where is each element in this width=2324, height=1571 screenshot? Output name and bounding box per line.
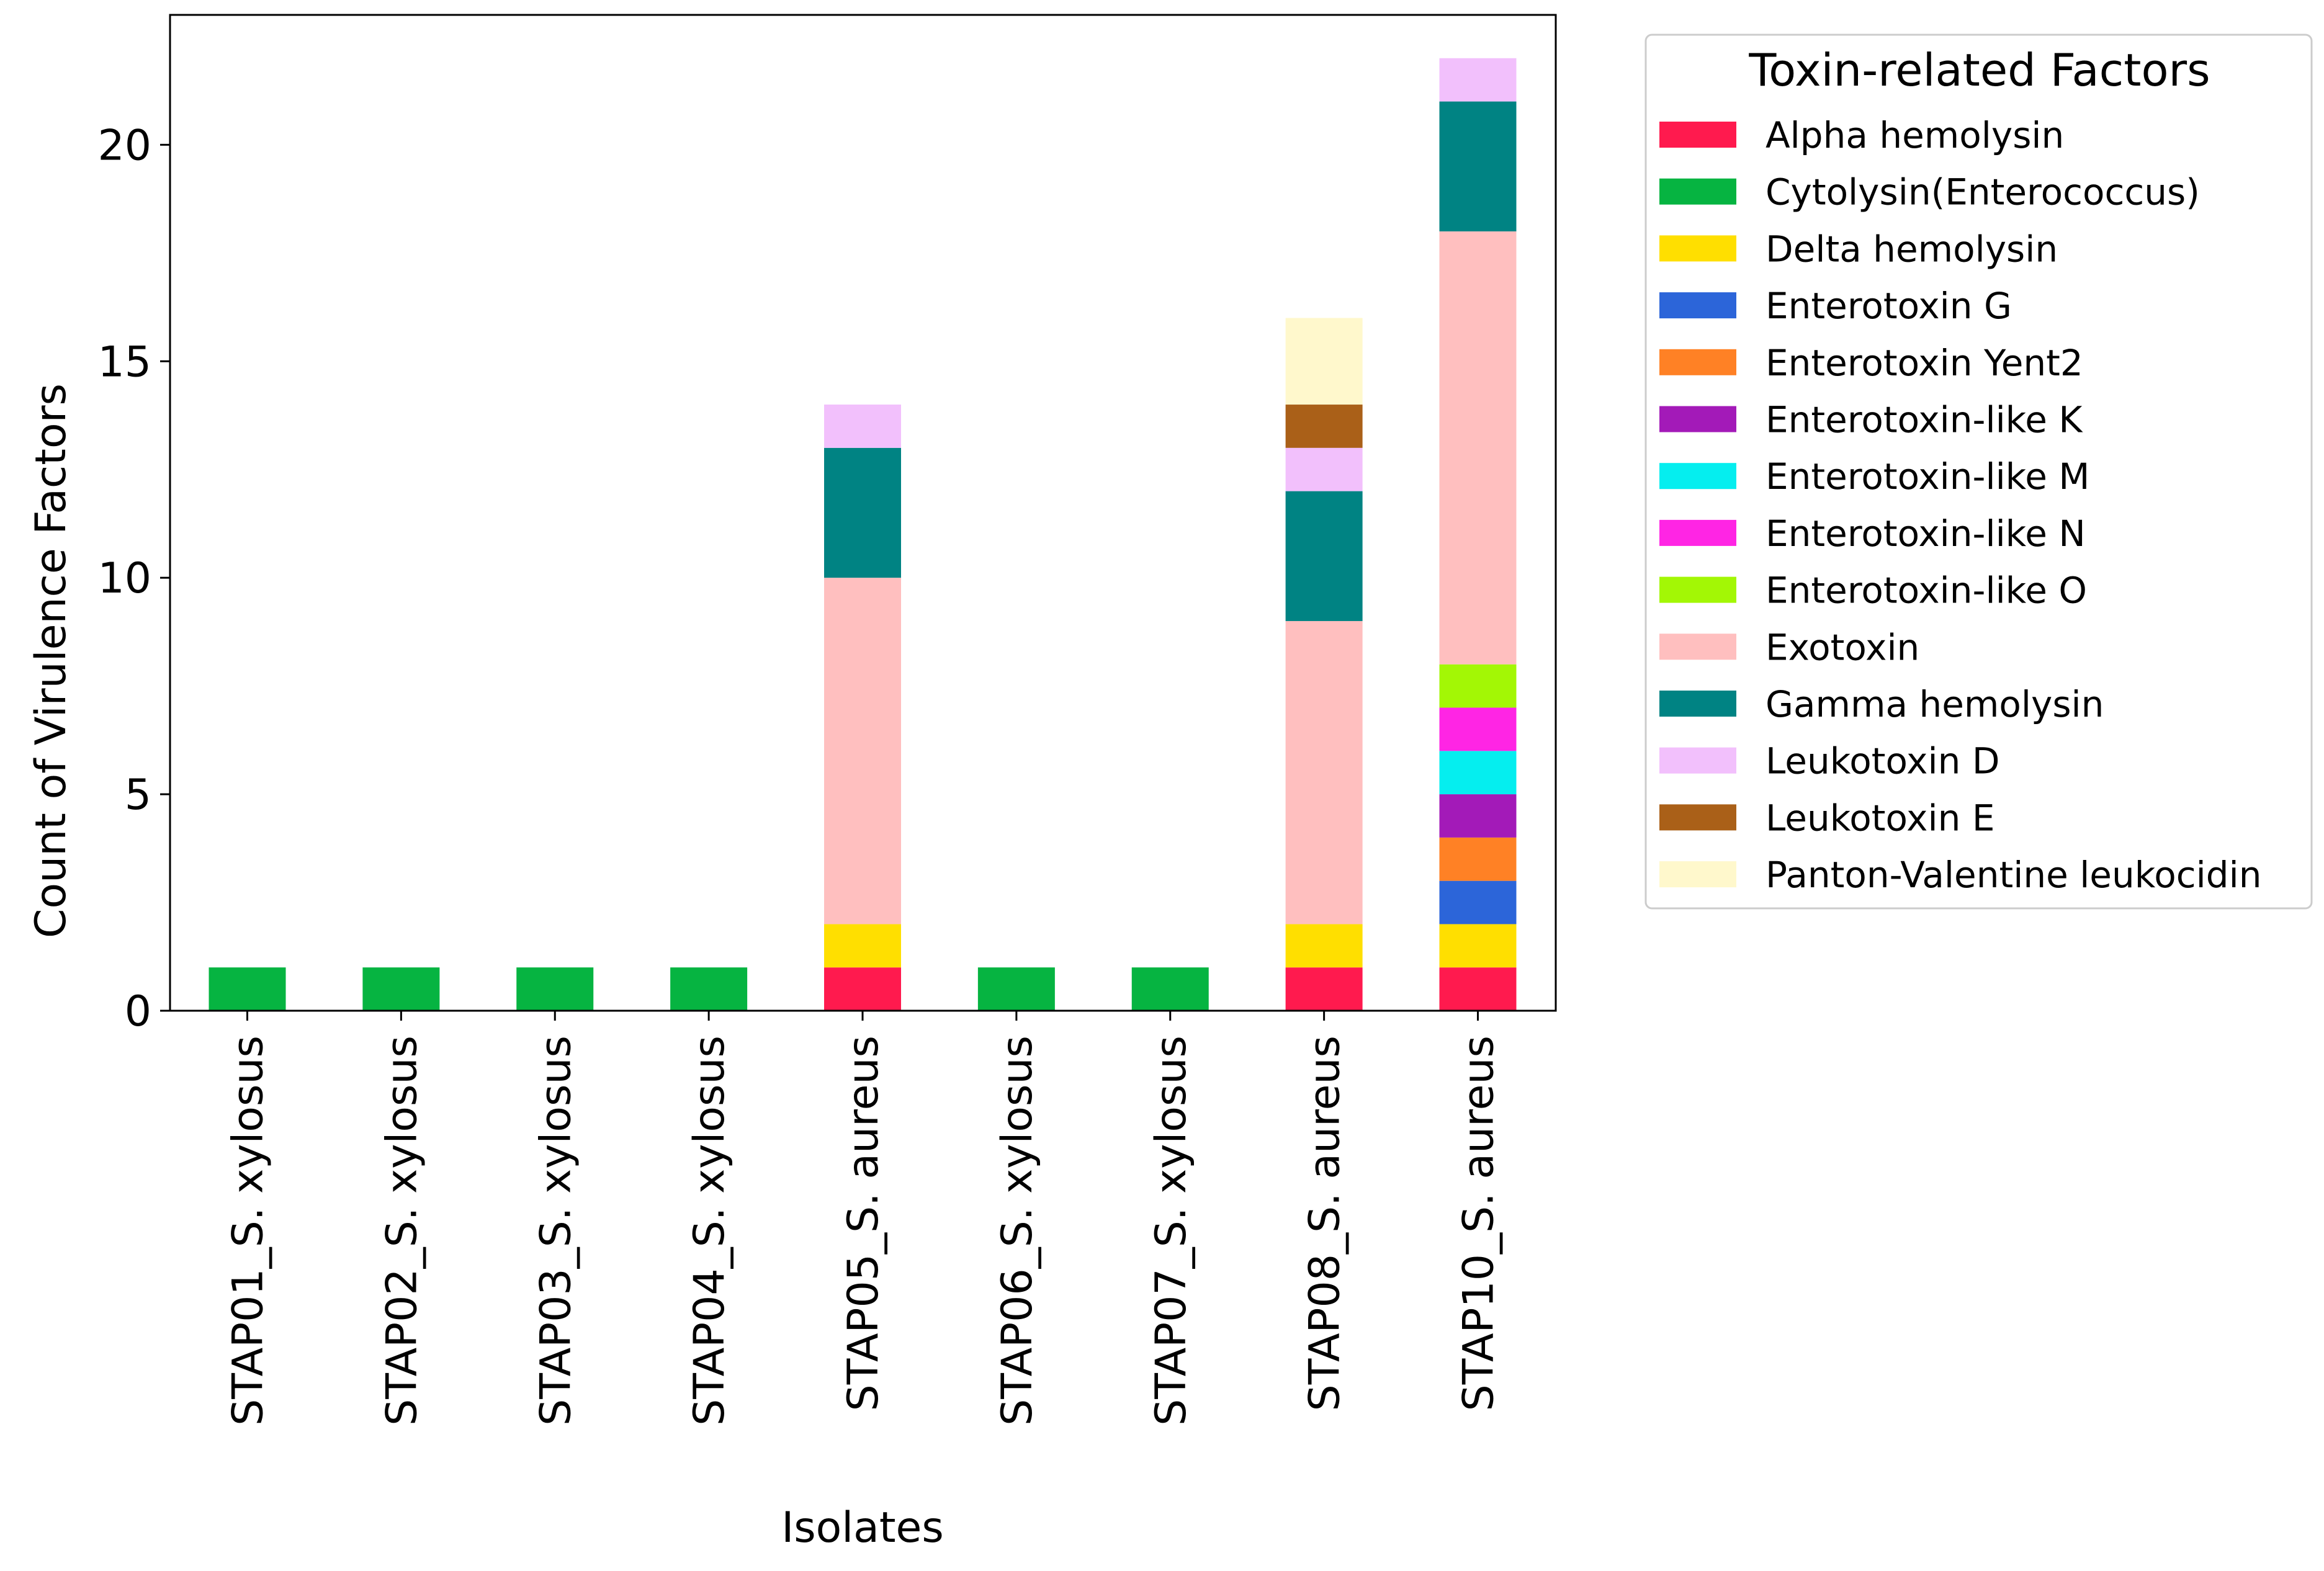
legend-title: Toxin-related Factors bbox=[1748, 44, 2210, 96]
legend-frame bbox=[1644, 34, 2313, 910]
bar-segment-stap08-s-aureus-panton-valentine-leukocidin bbox=[1285, 318, 1363, 405]
legend-label-cytolysin-enterococcus: Cytolysin(Enterococcus) bbox=[1765, 171, 2200, 213]
y-tick-label: 0 bbox=[125, 987, 151, 1036]
legend-label-enterotoxin-like-n: Enterotoxin-like N bbox=[1765, 512, 2086, 555]
y-tick-label: 5 bbox=[125, 771, 151, 820]
bar-segment-stap10-s-aureus-enterotoxin-like-n bbox=[1439, 707, 1517, 751]
legend-swatch-leukotoxin-d bbox=[1659, 747, 1736, 774]
y-tick-label: 15 bbox=[97, 338, 151, 387]
y-axis: 0 5 10 15 20 bbox=[97, 121, 170, 1036]
legend-label-enterotoxin-g: Enterotoxin G bbox=[1765, 285, 2012, 327]
x-axis: STAP01_S. xylosus STAP02_S. xylosus STAP03… bbox=[224, 1011, 1504, 1426]
legend-swatch-enterotoxin-like-n bbox=[1659, 519, 1736, 546]
bar-segment-stap08-s-aureus-leukotoxin-e bbox=[1285, 405, 1363, 448]
legend-swatch-alpha-hemolysin bbox=[1659, 122, 1736, 148]
bar-segment-stap10-s-aureus-leukotoxin-d bbox=[1439, 58, 1517, 102]
legend-swatch-enterotoxin-like-m bbox=[1659, 463, 1736, 490]
bar-segment-stap10-s-aureus-alpha-hemolysin bbox=[1439, 967, 1517, 1011]
bar-segment-stap05-s-aureus-delta-hemolysin bbox=[824, 924, 901, 968]
x-tick-label: STAP01_S. xylosus bbox=[224, 1036, 273, 1426]
bar-segment-stap02-s-xylosus-cytolysin-enterococcus bbox=[362, 967, 440, 1011]
bar-segment-stap10-s-aureus-enterotoxin-g bbox=[1439, 880, 1517, 924]
bar-segment-stap10-s-aureus-exotoxin bbox=[1439, 231, 1517, 665]
legend-swatch-exotoxin bbox=[1659, 633, 1736, 660]
bar-segment-stap05-s-aureus-alpha-hemolysin bbox=[824, 967, 901, 1011]
legend-label-leukotoxin-e: Leukotoxin E bbox=[1765, 797, 1994, 839]
legend-label-enterotoxin-like-m: Enterotoxin-like M bbox=[1765, 455, 2089, 498]
legend-label-leukotoxin-d: Leukotoxin D bbox=[1765, 740, 1999, 782]
bar-segment-stap10-s-aureus-enterotoxin-like-o bbox=[1439, 664, 1517, 708]
x-tick-label: STAP06_S. xylosus bbox=[993, 1036, 1042, 1426]
y-tick-label: 20 bbox=[97, 121, 151, 170]
x-tick-label: STAP03_S. xylosus bbox=[531, 1036, 580, 1426]
bar-segment-stap07-s-xylosus-cytolysin-enterococcus bbox=[1131, 967, 1209, 1011]
bar-segment-stap10-s-aureus-enterotoxin-like-k bbox=[1439, 794, 1517, 838]
y-axis-label: Count of Virulence Factors bbox=[27, 383, 76, 938]
x-tick-label: STAP08_S. aureus bbox=[1301, 1036, 1350, 1411]
bar-segment-stap08-s-aureus-gamma-hemolysin bbox=[1285, 491, 1363, 621]
bar-segment-stap08-s-aureus-exotoxin bbox=[1285, 620, 1363, 924]
legend-swatch-gamma-hemolysin bbox=[1659, 691, 1736, 717]
x-tick-label: STAP02_S. xylosus bbox=[377, 1036, 426, 1426]
bar-segment-stap01-s-xylosus-cytolysin-enterococcus bbox=[209, 967, 286, 1011]
x-tick-label: STAP07_S. xylosus bbox=[1147, 1036, 1196, 1426]
bar-segment-stap03-s-xylosus-cytolysin-enterococcus bbox=[516, 967, 594, 1011]
bar-segment-stap04-s-xylosus-cytolysin-enterococcus bbox=[670, 967, 748, 1011]
x-tick-label: STAP10_S. aureus bbox=[1455, 1036, 1504, 1411]
bar-segment-stap10-s-aureus-delta-hemolysin bbox=[1439, 924, 1517, 968]
legend-swatch-panton-valentine-leukocidin bbox=[1659, 861, 1736, 888]
bar-segment-stap10-s-aureus-gamma-hemolysin bbox=[1439, 101, 1517, 231]
legend-swatch-cytolysin-enterococcus bbox=[1659, 178, 1736, 205]
legend-label-delta-hemolysin: Delta hemolysin bbox=[1765, 228, 2058, 270]
legend-swatch-enterotoxin-g bbox=[1659, 292, 1736, 319]
legend-label-enterotoxin-like-o: Enterotoxin-like O bbox=[1765, 570, 2087, 612]
x-axis-label: Isolates bbox=[781, 1503, 944, 1552]
legend-label-alpha-hemolysin: Alpha hemolysin bbox=[1765, 114, 2064, 156]
bar-segment-stap10-s-aureus-enterotoxin-like-m bbox=[1439, 751, 1517, 795]
bar-segment-stap05-s-aureus-exotoxin bbox=[824, 578, 901, 924]
bar-segment-stap06-s-xylosus-cytolysin-enterococcus bbox=[977, 967, 1055, 1011]
legend-label-panton-valentine-leukocidin: Panton-Valentine leukocidin bbox=[1765, 854, 2261, 896]
bars-layer bbox=[209, 58, 1517, 1011]
x-tick-label: STAP05_S. aureus bbox=[839, 1036, 888, 1411]
legend-label-enterotoxin-like-k: Enterotoxin-like K bbox=[1765, 399, 2083, 441]
y-tick-label: 10 bbox=[97, 554, 151, 603]
bar-segment-stap05-s-aureus-leukotoxin-d bbox=[824, 405, 901, 448]
bar-segment-stap05-s-aureus-gamma-hemolysin bbox=[824, 447, 901, 578]
bar-segment-stap08-s-aureus-leukotoxin-d bbox=[1285, 447, 1363, 491]
bar-segment-stap08-s-aureus-alpha-hemolysin bbox=[1285, 967, 1363, 1011]
legend: Toxin-related Factors Alpha hemolysin Cyt… bbox=[1644, 34, 2313, 910]
legend-swatch-enterotoxin-like-o bbox=[1659, 576, 1736, 603]
x-tick-label: STAP04_S. xylosus bbox=[685, 1036, 734, 1426]
legend-swatch-leukotoxin-e bbox=[1659, 804, 1736, 831]
legend-swatch-enterotoxin-like-k bbox=[1659, 406, 1736, 432]
bar-segment-stap10-s-aureus-enterotoxin-yent2 bbox=[1439, 837, 1517, 881]
bar-segment-stap08-s-aureus-delta-hemolysin bbox=[1285, 924, 1363, 968]
legend-swatch-enterotoxin-yent2 bbox=[1659, 349, 1736, 375]
legend-label-enterotoxin-yent2: Enterotoxin Yent2 bbox=[1765, 342, 2083, 384]
legend-swatch-delta-hemolysin bbox=[1659, 235, 1736, 262]
legend-label-gamma-hemolysin: Gamma hemolysin bbox=[1765, 683, 2104, 725]
legend-label-exotoxin: Exotoxin bbox=[1765, 626, 1919, 668]
